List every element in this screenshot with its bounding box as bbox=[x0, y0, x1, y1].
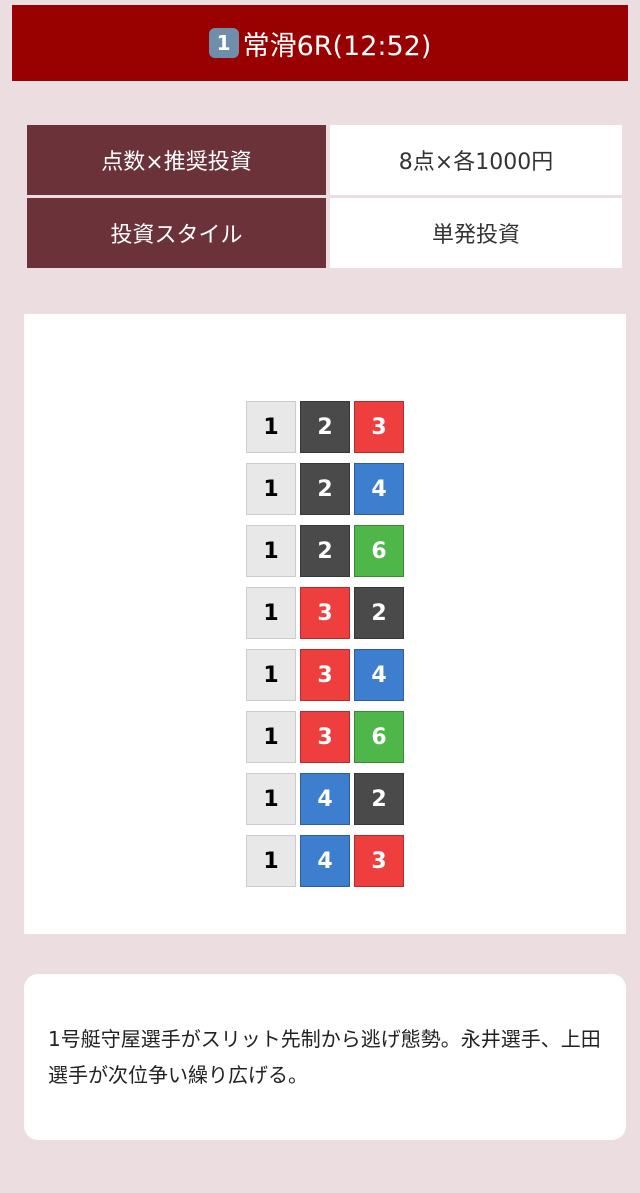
race-title: 常滑6R(12:52) bbox=[242, 30, 432, 62]
boat-number-3: 3 bbox=[300, 711, 350, 763]
info-row-points: 点数×推奨投資 8点×各1000円 bbox=[27, 125, 622, 195]
boat-number-4: 4 bbox=[300, 773, 350, 825]
boat-number-3: 3 bbox=[300, 649, 350, 701]
boat-number-1: 1 bbox=[246, 711, 296, 763]
info-row-style: 投資スタイル 単発投資 bbox=[27, 198, 622, 268]
boat-number-4: 4 bbox=[354, 649, 404, 701]
info-label: 点数×推奨投資 bbox=[27, 125, 326, 195]
boat-number-2: 2 bbox=[300, 401, 350, 453]
boat-number-1: 1 bbox=[246, 835, 296, 887]
boat-number-1: 1 bbox=[246, 401, 296, 453]
boat-number-1: 1 bbox=[246, 587, 296, 639]
info-label: 投資スタイル bbox=[27, 198, 326, 268]
boat-number-2: 2 bbox=[300, 463, 350, 515]
boat-number-1: 1 bbox=[246, 649, 296, 701]
boat-number-1: 1 bbox=[246, 525, 296, 577]
boat-number-2: 2 bbox=[354, 773, 404, 825]
boat-number-3: 3 bbox=[300, 587, 350, 639]
boat-number-3: 3 bbox=[354, 835, 404, 887]
boat-number-6: 6 bbox=[354, 525, 404, 577]
boat-number-4: 4 bbox=[300, 835, 350, 887]
boat-number-4: 4 bbox=[354, 463, 404, 515]
boat-number-2: 2 bbox=[354, 587, 404, 639]
boat-number-6: 6 bbox=[354, 711, 404, 763]
comment-text: 1号艇守屋選手がスリット先制から逃げ態勢。永井選手、上田選手が次位争い繰り広げる… bbox=[48, 1027, 601, 1087]
boat-number-3: 3 bbox=[354, 401, 404, 453]
race-header: 1 常滑6R(12:52) bbox=[12, 5, 628, 81]
boat-number-2: 2 bbox=[300, 525, 350, 577]
info-value: 8点×各1000円 bbox=[330, 125, 622, 195]
race-comment: 1号艇守屋選手がスリット先制から逃げ態勢。永井選手、上田選手が次位争い繰り広げる… bbox=[24, 974, 626, 1140]
boat-number-1: 1 bbox=[246, 773, 296, 825]
number-badge-icon: 1 bbox=[208, 28, 239, 58]
boat-number-1: 1 bbox=[246, 463, 296, 515]
info-value: 単発投資 bbox=[330, 198, 622, 268]
